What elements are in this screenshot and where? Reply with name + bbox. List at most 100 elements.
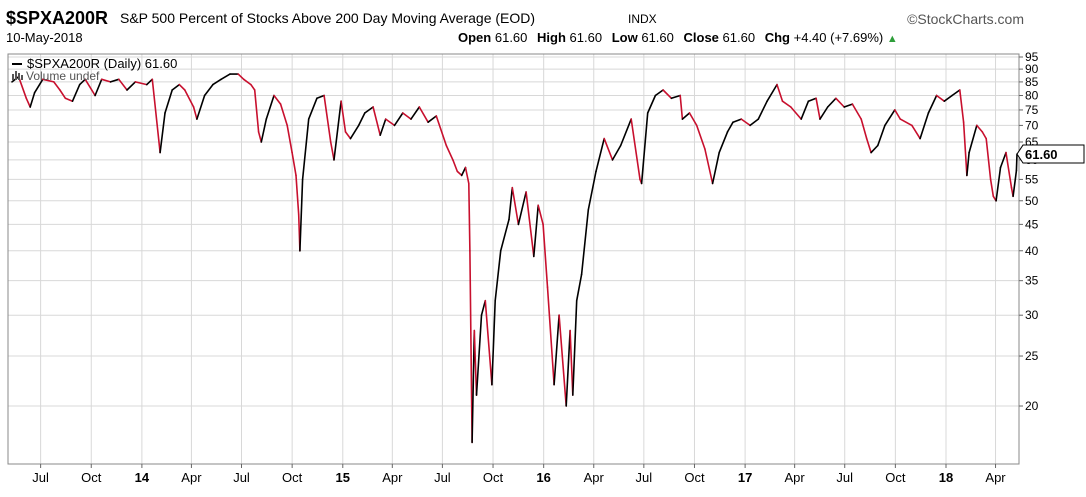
series-segment [704,148,714,185]
open-label: Open [458,30,492,45]
series-segment [109,78,120,83]
series-segment [860,118,868,140]
x-tick-label: Jul [836,470,853,485]
grid-lines [8,54,1019,464]
y-tick-label: 85 [1025,75,1039,89]
series-segment [78,78,86,86]
x-tick-label: 15 [336,470,350,485]
series-segment [603,137,614,161]
x-tick-label: 18 [939,470,953,485]
series-segment [71,83,81,102]
symbol-title: $SPXA200R [6,8,109,28]
series-segment [807,97,817,102]
series-segment [553,314,560,386]
legend-series-label: $SPXA200R (Daily) 61.60 [27,56,177,71]
x-tick-label: Apr [985,470,1006,485]
y-tick-label: 75 [1025,103,1039,117]
x-tick-label: Oct [483,470,504,485]
series-segment [935,94,946,102]
y-tick-label: 30 [1025,308,1039,322]
series-segment [372,106,382,136]
series-segment [865,137,872,154]
series-segment [196,94,206,120]
series-segment [33,78,44,94]
x-tick-label: Oct [282,470,303,485]
brand-text: StockCharts.com [917,11,1024,27]
series-segment [558,314,568,407]
series-segment [968,124,978,154]
y-tick-label: 35 [1025,274,1039,288]
brand-label[interactable]: ©StockCharts.com [907,11,1024,27]
series-segment [646,94,657,114]
y-axis: 95908580757065605550454035302520 [1019,50,1039,413]
series-segment [718,131,729,154]
x-tick-label: Jul [32,470,49,485]
series-segment [484,299,493,386]
series-segment [286,124,293,154]
volume-bars-icon [12,71,23,80]
copyright-icon: © [907,11,918,27]
series-segment [460,166,467,177]
series-segment [835,97,846,108]
series-segment [333,100,342,161]
legend-volume-label: Volume undef [26,69,100,83]
y-tick-label: 90 [1025,62,1039,76]
series-segment [295,174,300,216]
series-segment [384,118,396,127]
series-segment [151,78,161,154]
chart-description: S&P 500 Percent of Stocks Above 200 Day … [120,10,536,26]
series-segment [781,100,792,108]
series-segment [494,250,502,302]
series-segment [379,118,387,136]
series-segment [911,124,921,140]
series-segment [884,109,896,127]
series-segment [273,94,282,105]
y-tick-label: 50 [1025,194,1039,208]
series-segment [640,112,649,185]
y-tick-label: 95 [1025,50,1039,64]
x-tick-label: 14 [135,470,150,485]
series-segment [740,118,751,127]
series-segment [192,106,198,120]
x-tick-label: Apr [181,470,202,485]
series-segment [100,78,112,83]
series-segment [899,118,913,127]
series-segment [843,103,854,108]
series-segment [569,329,574,396]
legend: $SPXA200R (Daily) 61.60 Volume undef [12,56,177,83]
series-segment [456,170,463,177]
series-segment [427,115,438,123]
close-value: 61.60 [722,30,756,45]
series-segment [654,89,664,97]
y-tick-label: 25 [1025,349,1039,363]
y-tick-label: 20 [1025,399,1039,413]
up-triangle-icon: ▲ [886,33,898,45]
series-segment [537,204,544,226]
series-segment [565,329,571,407]
series-segment [981,131,988,140]
series-segment [41,78,55,83]
series-segment [480,299,487,317]
x-tick-label: Oct [684,470,705,485]
series-segment [595,137,606,173]
chg-label: Chg [764,30,790,45]
series-segment [542,223,549,289]
series-segment [146,78,154,86]
series-segment [819,106,829,120]
series-segment [260,118,268,143]
series-segment [452,159,459,173]
series-segment [299,178,304,252]
series-segment [401,112,412,120]
series-segment [344,131,352,140]
exchange-label: INDX [628,12,657,26]
series-segment [1012,178,1017,198]
series-segment [29,91,36,108]
last-value-text: 61.60 [1025,147,1058,162]
series-segment [995,166,1002,202]
series-segment [525,191,535,258]
plot-frame [7,53,1020,465]
series-segment [662,89,673,100]
y-tick-label: 55 [1025,172,1039,186]
series-segment [1014,169,1018,181]
